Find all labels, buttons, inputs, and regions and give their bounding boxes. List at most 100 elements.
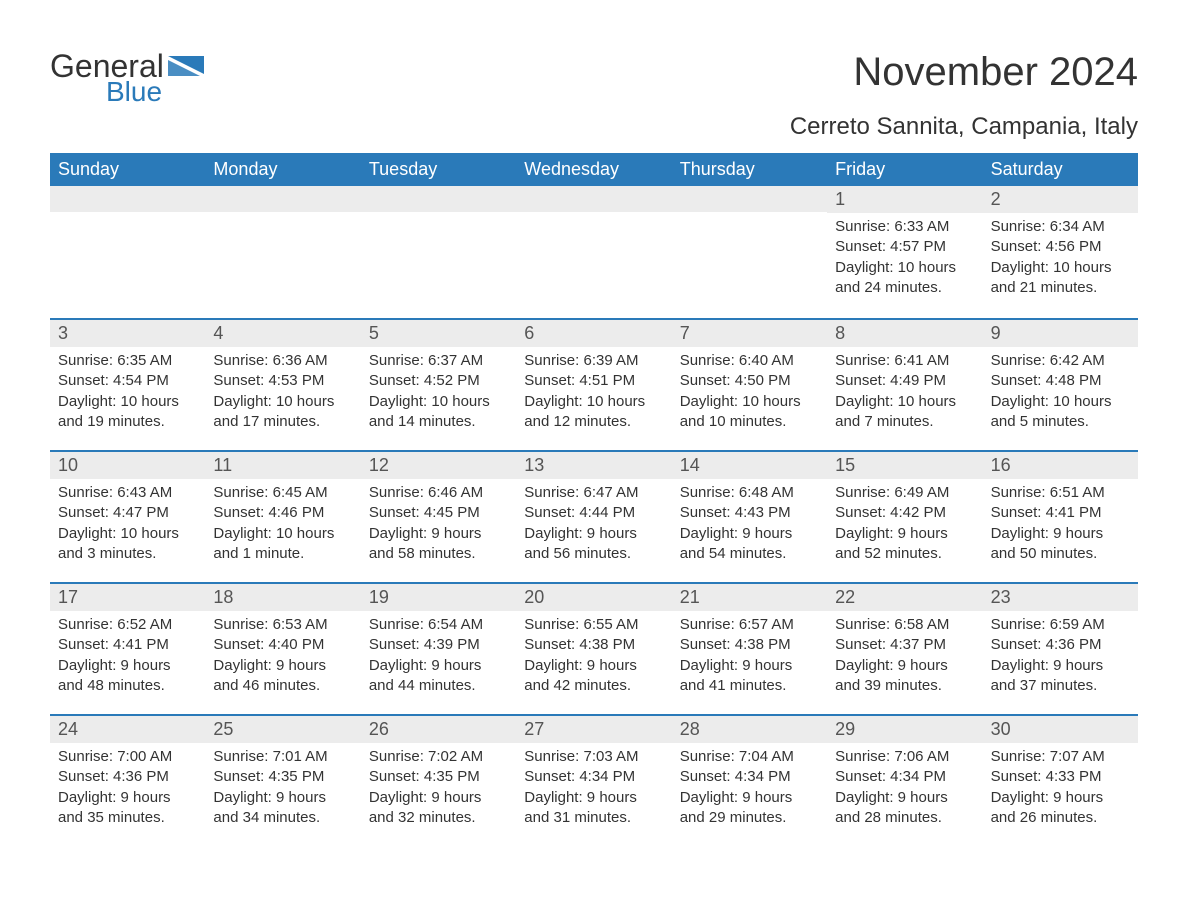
day-body: Sunrise: 6:54 AMSunset: 4:39 PMDaylight:… <box>361 611 516 702</box>
day-number: 18 <box>213 587 233 607</box>
day-cell: 21Sunrise: 6:57 AMSunset: 4:38 PMDayligh… <box>672 584 827 714</box>
weekday-thursday: Thursday <box>672 153 827 186</box>
day-cell: 18Sunrise: 6:53 AMSunset: 4:40 PMDayligh… <box>205 584 360 714</box>
sunset-line: Sunset: 4:38 PM <box>680 635 819 655</box>
day-cell: 12Sunrise: 6:46 AMSunset: 4:45 PMDayligh… <box>361 452 516 582</box>
day-cell: 27Sunrise: 7:03 AMSunset: 4:34 PMDayligh… <box>516 716 671 846</box>
daynum-strip: 7 <box>672 320 827 347</box>
day-cell: 19Sunrise: 6:54 AMSunset: 4:39 PMDayligh… <box>361 584 516 714</box>
daylight-line: Daylight: 9 hours and 37 minutes. <box>991 656 1130 697</box>
day-cell: 26Sunrise: 7:02 AMSunset: 4:35 PMDayligh… <box>361 716 516 846</box>
logo-text: General Blue <box>50 50 164 106</box>
daynum-strip: 28 <box>672 716 827 743</box>
day-body: Sunrise: 6:46 AMSunset: 4:45 PMDaylight:… <box>361 479 516 570</box>
sunrise-line: Sunrise: 6:53 AM <box>213 615 352 635</box>
daynum-strip: 5 <box>361 320 516 347</box>
day-body: Sunrise: 7:02 AMSunset: 4:35 PMDaylight:… <box>361 743 516 834</box>
sunset-line: Sunset: 4:36 PM <box>58 767 197 787</box>
sunset-line: Sunset: 4:35 PM <box>213 767 352 787</box>
day-number: 15 <box>835 455 855 475</box>
daynum-strip: 27 <box>516 716 671 743</box>
day-body: Sunrise: 6:55 AMSunset: 4:38 PMDaylight:… <box>516 611 671 702</box>
daynum-strip: 13 <box>516 452 671 479</box>
sunset-line: Sunset: 4:35 PM <box>369 767 508 787</box>
daynum-strip: 15 <box>827 452 982 479</box>
daynum-strip <box>361 186 516 212</box>
daylight-line: Daylight: 10 hours and 17 minutes. <box>213 392 352 433</box>
sunset-line: Sunset: 4:42 PM <box>835 503 974 523</box>
day-cell: 11 Sunrise: 6:45 AMSunset: 4:46 PMDayligh… <box>205 452 360 582</box>
sunrise-line: Sunrise: 6:48 AM <box>680 483 819 503</box>
location: Cerreto Sannita, Campania, Italy <box>790 113 1138 141</box>
day-number: 22 <box>835 587 855 607</box>
day-body: Sunrise: 6:58 AMSunset: 4:37 PMDaylight:… <box>827 611 982 702</box>
day-cell: 30Sunrise: 7:07 AMSunset: 4:33 PMDayligh… <box>983 716 1138 846</box>
day-body: Sunrise: 6:52 AMSunset: 4:41 PMDaylight:… <box>50 611 205 702</box>
day-body: Sunrise: 6:47 AMSunset: 4:44 PMDaylight:… <box>516 479 671 570</box>
sunrise-line: Sunrise: 6:43 AM <box>58 483 197 503</box>
day-body: Sunrise: 6:33 AMSunset: 4:57 PMDaylight:… <box>827 213 982 304</box>
day-number: 11 <box>213 455 232 475</box>
sunrise-line: Sunrise: 6:52 AM <box>58 615 197 635</box>
sunset-line: Sunset: 4:53 PM <box>213 371 352 391</box>
sunset-line: Sunset: 4:36 PM <box>991 635 1130 655</box>
sunrise-line: Sunrise: 7:03 AM <box>524 747 663 767</box>
sunset-line: Sunset: 4:34 PM <box>680 767 819 787</box>
day-cell: 2Sunrise: 6:34 AMSunset: 4:56 PMDaylight… <box>983 186 1138 318</box>
day-number: 13 <box>524 455 544 475</box>
daylight-line: Daylight: 9 hours and 39 minutes. <box>835 656 974 697</box>
sunset-line: Sunset: 4:48 PM <box>991 371 1130 391</box>
sunrise-line: Sunrise: 7:02 AM <box>369 747 508 767</box>
day-body: Sunrise: 6:43 AMSunset: 4:47 PMDaylight:… <box>50 479 205 570</box>
sunset-line: Sunset: 4:44 PM <box>524 503 663 523</box>
day-cell: 29Sunrise: 7:06 AMSunset: 4:34 PMDayligh… <box>827 716 982 846</box>
daylight-line: Daylight: 9 hours and 32 minutes. <box>369 788 508 829</box>
daynum-strip: 26 <box>361 716 516 743</box>
sunrise-line: Sunrise: 6:34 AM <box>991 217 1130 237</box>
day-body: Sunrise: 6:42 AMSunset: 4:48 PMDaylight:… <box>983 347 1138 438</box>
daynum-strip <box>205 186 360 212</box>
day-body: Sunrise: 6:37 AMSunset: 4:52 PMDaylight:… <box>361 347 516 438</box>
daylight-line: Daylight: 10 hours and 19 minutes. <box>58 392 197 433</box>
empty-cell <box>50 186 205 318</box>
day-cell: 10 Sunrise: 6:43 AMSunset: 4:47 PMDayligh… <box>50 452 205 582</box>
daynum-strip: 4 <box>205 320 360 347</box>
title-block: November 2024 Cerreto Sannita, Campania,… <box>790 50 1138 141</box>
week-row: 10 Sunrise: 6:43 AMSunset: 4:47 PMDayligh… <box>50 450 1138 582</box>
day-cell: 25Sunrise: 7:01 AMSunset: 4:35 PMDayligh… <box>205 716 360 846</box>
daynum-strip: 30 <box>983 716 1138 743</box>
day-cell: 28Sunrise: 7:04 AMSunset: 4:34 PMDayligh… <box>672 716 827 846</box>
day-number: 21 <box>680 587 700 607</box>
day-number: 17 <box>58 587 78 607</box>
weekday-monday: Monday <box>205 153 360 186</box>
sunset-line: Sunset: 4:38 PM <box>524 635 663 655</box>
day-number: 10 <box>58 455 78 475</box>
sunrise-line: Sunrise: 7:00 AM <box>58 747 197 767</box>
daynum-strip: 10 <box>50 452 205 479</box>
daynum-strip <box>50 186 205 212</box>
daynum-strip: 14 <box>672 452 827 479</box>
daynum-strip: 23 <box>983 584 1138 611</box>
daynum-strip: 12 <box>361 452 516 479</box>
week-row: 17 Sunrise: 6:52 AMSunset: 4:41 PMDayligh… <box>50 582 1138 714</box>
sunrise-line: Sunrise: 6:55 AM <box>524 615 663 635</box>
daynum-strip: 9 <box>983 320 1138 347</box>
sunrise-line: Sunrise: 6:59 AM <box>991 615 1130 635</box>
logo: General Blue <box>50 50 204 106</box>
sunrise-line: Sunrise: 6:40 AM <box>680 351 819 371</box>
daynum-strip: 25 <box>205 716 360 743</box>
day-cell: 4Sunrise: 6:36 AMSunset: 4:53 PMDaylight… <box>205 320 360 450</box>
weekday-saturday: Saturday <box>983 153 1138 186</box>
day-body: Sunrise: 6:45 AMSunset: 4:46 PMDaylight:… <box>205 479 360 570</box>
daylight-line: Daylight: 9 hours and 48 minutes. <box>58 656 197 697</box>
flag-icon <box>168 56 204 87</box>
day-body: Sunrise: 6:36 AMSunset: 4:53 PMDaylight:… <box>205 347 360 438</box>
sunrise-line: Sunrise: 6:39 AM <box>524 351 663 371</box>
sunset-line: Sunset: 4:49 PM <box>835 371 974 391</box>
day-body: Sunrise: 6:34 AMSunset: 4:56 PMDaylight:… <box>983 213 1138 304</box>
week-row: 3Sunrise: 6:35 AMSunset: 4:54 PMDaylight… <box>50 318 1138 450</box>
sunset-line: Sunset: 4:39 PM <box>369 635 508 655</box>
day-number: 8 <box>835 323 845 343</box>
day-cell: 20Sunrise: 6:55 AMSunset: 4:38 PMDayligh… <box>516 584 671 714</box>
daynum-strip: 1 <box>827 186 982 213</box>
